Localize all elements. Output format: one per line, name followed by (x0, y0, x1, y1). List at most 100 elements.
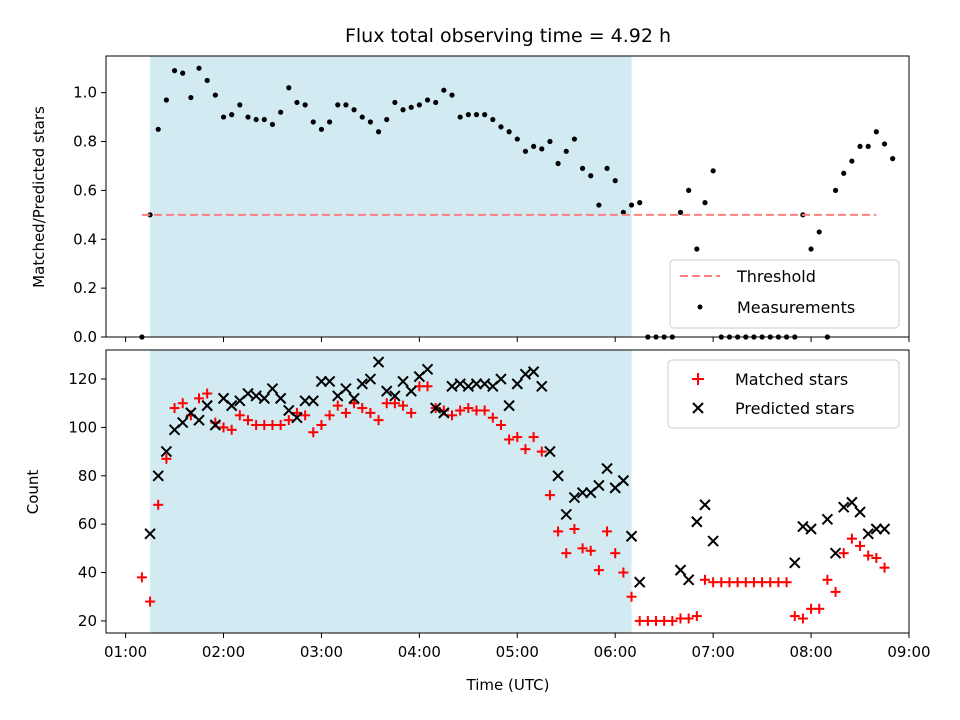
measurement-point (441, 87, 447, 93)
predicted-star-point (209, 419, 222, 431)
matched-star-point (626, 591, 637, 602)
measurement-point (849, 158, 855, 164)
legend-matched-label: Matched stars (735, 370, 848, 389)
matched-star-point (373, 415, 384, 426)
predicted-star-point (323, 375, 336, 388)
predicted-star-point (821, 513, 834, 526)
matched-star-point (602, 526, 613, 537)
measurement-point (416, 102, 422, 108)
matched-star-point (406, 407, 417, 418)
matched-star-point (536, 446, 547, 457)
measurement-point (384, 116, 390, 123)
legend-measurements-label: Measurements (737, 298, 855, 317)
predicted-star-point (348, 392, 360, 405)
measurement-point (604, 165, 610, 171)
measurement-point (310, 119, 316, 125)
matched-star-point (226, 424, 237, 435)
predicted-star-point (405, 385, 417, 397)
matched-star-point (479, 405, 490, 416)
matched-star-point (855, 540, 866, 551)
x-tick-label: 03:00 (300, 643, 343, 661)
matched-stars-series (136, 381, 890, 626)
measurement-point (188, 94, 194, 101)
matched-star-point (447, 410, 458, 421)
bottom-y-tick-label: 60 (78, 515, 97, 533)
matched-star-point (553, 526, 564, 537)
predicted-star-point (250, 390, 262, 402)
chart-title: Flux total observing time = 4.92 h (345, 25, 671, 47)
predicted-star-point (421, 363, 434, 376)
matched-star-point (291, 407, 302, 418)
predicted-star-point (389, 390, 401, 402)
predicted-star-point (527, 366, 540, 378)
bottom-legend-box (667, 359, 900, 429)
matched-star-point (789, 611, 800, 622)
predicted-star-point (601, 462, 613, 475)
matched-star-point (300, 410, 311, 421)
matched-star-point (365, 407, 376, 418)
matched-star-point (618, 567, 629, 578)
star-count-panel: 20 40 60 80 100 120 01:00 02:00 03:00 04:00 05:00… (24, 349, 931, 694)
measurement-point (269, 121, 276, 128)
predicted-star-point (160, 445, 173, 458)
legend-measurements-swatch (697, 304, 703, 310)
measurement-point (873, 129, 879, 135)
matched-star-point (528, 432, 539, 443)
measurement-point (612, 178, 618, 184)
x-tick-label: 07:00 (692, 643, 735, 661)
matched-star-point (544, 490, 555, 501)
measurement-point (596, 202, 602, 208)
measurement-point (637, 200, 643, 206)
matched-star-point (242, 415, 253, 426)
predicted-star-point (381, 385, 393, 397)
predicted-star-point (568, 491, 581, 504)
measurement-point (588, 173, 594, 179)
bottom-observing-window-span (150, 350, 632, 633)
measurement-point (286, 85, 292, 91)
matched-star-point (781, 577, 792, 588)
matched-star-point (879, 562, 890, 573)
matched-star-point (455, 405, 466, 416)
measurement-point (392, 99, 398, 106)
measurement-point (881, 141, 888, 147)
measurement-point (449, 92, 455, 98)
matched-star-point (863, 550, 874, 561)
top-y-axis-label: Matched/Predicted stars (30, 106, 48, 288)
measurement-point (832, 187, 839, 193)
top-y-tick-label: 0.8 (73, 133, 97, 151)
bottom-y-axis-ticks: 20 40 60 80 100 120 (68, 370, 106, 630)
predicted-star-point (258, 392, 271, 405)
matched-star-point (340, 407, 351, 418)
matched-star-point (797, 613, 808, 624)
measurement-point (400, 107, 406, 113)
matched-star-point (389, 398, 400, 409)
matched-star-point (699, 574, 710, 585)
matched-star-point (357, 403, 368, 414)
flux-ratio-panel: Flux total observing time = 4.92 h 0.00.… (30, 25, 910, 346)
predicted-star-point (470, 378, 483, 390)
measurement-point (196, 65, 202, 71)
top-y-tick-label: 0.4 (73, 230, 97, 248)
top-legend: Threshold Measurements (669, 259, 900, 329)
matched-star-point (153, 499, 164, 510)
predicted-star-point (503, 399, 515, 412)
measurement-point (180, 70, 186, 76)
measurement-point (628, 202, 635, 208)
predicted-star-point (560, 508, 572, 521)
matched-star-point (136, 572, 147, 583)
measurement-point (253, 116, 259, 123)
legend-matched-swatch (692, 373, 704, 385)
predicted-star-point (519, 368, 532, 380)
predicted-star-point (846, 496, 858, 509)
bottom-y-tick-label: 100 (68, 418, 97, 436)
predicted-star-point (593, 479, 605, 492)
measurement-point (694, 246, 700, 252)
predicted-star-point (862, 528, 874, 540)
measurement-point (375, 129, 382, 135)
measurement-point (155, 126, 161, 132)
predicted-star-point (340, 382, 352, 395)
bottom-legend: Matched stars Predicted stars (667, 359, 900, 429)
matched-star-point (275, 419, 286, 430)
measurement-point (579, 165, 586, 171)
matched-star-point (332, 400, 343, 411)
